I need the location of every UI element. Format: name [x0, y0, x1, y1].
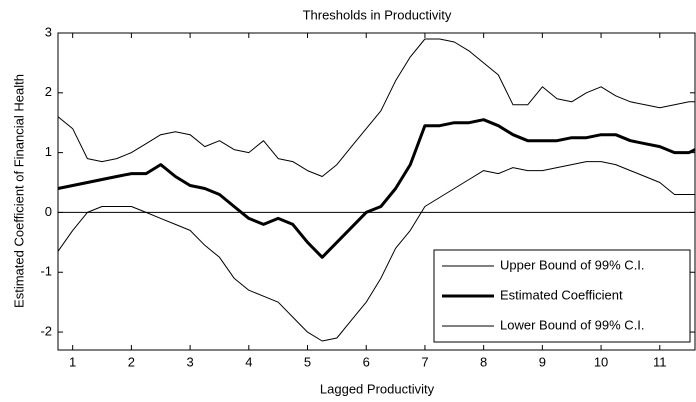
y-tick-label: 1 — [45, 144, 52, 159]
x-tick-label: 3 — [186, 354, 193, 369]
x-tick-label: 9 — [539, 354, 546, 369]
x-tick-label: 5 — [304, 354, 311, 369]
x-tick-label: 7 — [421, 354, 428, 369]
series-line — [57, 118, 696, 259]
series-line — [57, 38, 695, 177]
y-tick-label: -1 — [40, 264, 52, 279]
x-tick-label: 4 — [245, 354, 252, 369]
x-tick-label: 6 — [363, 354, 370, 369]
y-tick-label: -2 — [40, 323, 52, 338]
y-tick-label: 2 — [45, 84, 52, 99]
x-axis-label: Lagged Productivity — [320, 381, 435, 396]
x-tick-label: 11 — [653, 354, 667, 369]
x-tick-label: 2 — [128, 354, 135, 369]
plot-frame — [57, 32, 696, 351]
x-tick-label: 8 — [480, 354, 487, 369]
y-tick-label: 0 — [45, 204, 52, 219]
y-tick-label: 3 — [45, 24, 52, 39]
x-tick-label: 10 — [594, 354, 608, 369]
series-line — [57, 161, 695, 342]
legend-label: Upper Bound of 99% C.I. — [500, 257, 645, 272]
y-axis-label: Estimated Coefficient of Financial Healt… — [11, 74, 26, 308]
legend-label: Lower Bound of 99% C.I. — [500, 317, 645, 332]
legend-label: Estimated Coefficient — [500, 287, 623, 302]
chart-title: Thresholds in Productivity — [303, 7, 452, 22]
x-tick-label: 1 — [69, 354, 76, 369]
